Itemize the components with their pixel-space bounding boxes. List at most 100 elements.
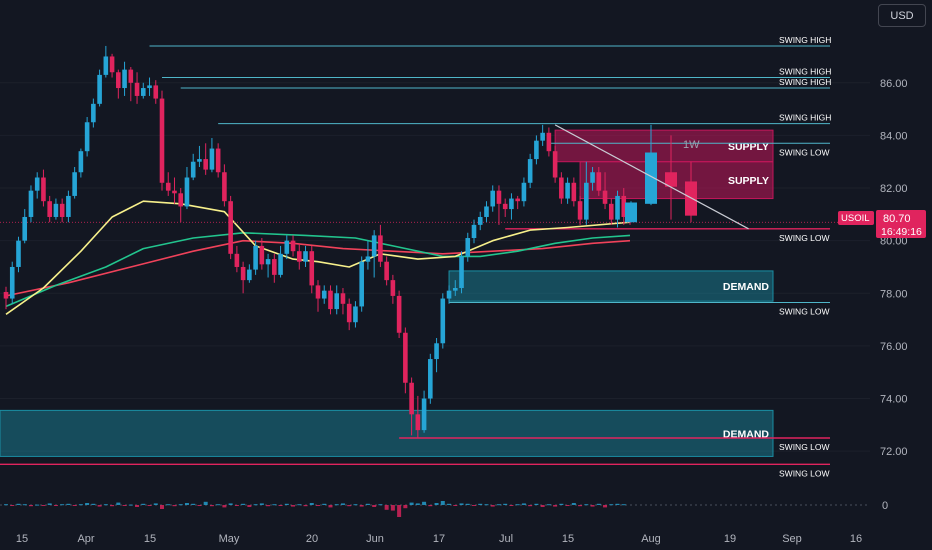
volume-bar (584, 504, 589, 506)
volume-bar (222, 505, 227, 508)
candle (97, 69, 102, 107)
volume-bar (122, 505, 127, 506)
price-axis[interactable]: 72.00 74.00 76.00 78.00 80.00 82.00 84.00 86.00 (880, 78, 908, 458)
candle (565, 177, 570, 204)
trendline[interactable] (554, 124, 749, 230)
symbol-label: USOIL (841, 213, 870, 224)
trendline-layer[interactable] (554, 124, 749, 230)
candle (103, 45, 109, 78)
volume-bar (47, 503, 52, 505)
swing-high-label: SWING HIGH (779, 113, 831, 123)
supply-zone[interactable] (554, 129, 774, 163)
volume-bar (128, 504, 133, 506)
volume-bar (60, 504, 65, 506)
candle (346, 298, 352, 331)
candle (34, 172, 40, 199)
symbol-badge (838, 211, 874, 225)
candle (378, 224, 383, 267)
volume-bar (365, 503, 370, 505)
candle (596, 166, 602, 196)
candle (471, 219, 477, 244)
candle (41, 169, 46, 207)
volume-bar (197, 505, 202, 506)
swing-low-label: SWING LOW (779, 306, 830, 316)
volume-bar (359, 505, 364, 507)
volume-bar (340, 503, 345, 505)
volume-bar (390, 505, 395, 511)
price-badge-box (876, 210, 926, 238)
volume-bar (66, 503, 71, 505)
time-tick-label: Jun (366, 533, 384, 545)
volume-bar (284, 503, 289, 505)
volume-layer: 0 (0, 500, 888, 517)
candle (477, 211, 483, 231)
mid-moving-average (5, 232, 631, 308)
volume-bar (384, 505, 389, 510)
candle (284, 235, 290, 260)
candle (259, 238, 265, 270)
volume-bar (322, 503, 327, 505)
volume-bar (422, 501, 427, 505)
candle (178, 188, 184, 223)
volume-bar (615, 503, 620, 505)
time-tick-label: Apr (77, 533, 94, 545)
candle (78, 148, 84, 178)
candle (84, 116, 90, 157)
volume-bar (434, 503, 439, 505)
candle (365, 240, 371, 270)
candle (602, 172, 608, 210)
swing-low-label: SWING LOW (779, 233, 830, 243)
volume-bar (534, 503, 539, 505)
time-tick-label: 15 (144, 533, 156, 545)
swing-low-label: SWING LOW (779, 147, 830, 157)
candle (452, 280, 458, 296)
candle (384, 256, 389, 286)
volume-bar (85, 503, 90, 505)
currency-button[interactable]: USD (878, 4, 926, 27)
volume-bar (234, 505, 239, 506)
volume-bar (559, 503, 564, 505)
candle (315, 280, 321, 312)
candle (546, 127, 552, 157)
time-axis[interactable]: 15 Apr 15 May 20 Jun 17 Jul 15 Aug 19 Sep 16 (16, 533, 862, 545)
volume-bar (153, 503, 158, 505)
demand-zone[interactable] (0, 409, 774, 457)
candle (490, 185, 496, 212)
candle (340, 288, 346, 315)
volume-bar (247, 505, 252, 507)
candle (415, 395, 421, 439)
candle (465, 232, 471, 262)
volume-bar (353, 504, 358, 506)
candle (66, 190, 71, 223)
volume-bar (603, 505, 608, 508)
volume-bar (41, 505, 46, 506)
volume-bar (22, 504, 27, 506)
volume-bar (297, 504, 302, 506)
candle (484, 201, 489, 223)
swing-high-label: SWING HIGH (779, 67, 831, 77)
projected-candle (625, 201, 637, 223)
candle (328, 285, 333, 315)
volume-bar (72, 505, 77, 506)
candle (59, 198, 65, 223)
candle (509, 193, 514, 220)
volume-bar (546, 504, 551, 506)
swing-high-label: SWING HIGH (779, 77, 831, 87)
candle (521, 177, 527, 207)
candle (153, 80, 159, 104)
volume-bar (110, 505, 115, 507)
volume-bar (278, 505, 283, 506)
volume-bar (590, 505, 595, 507)
volume-bar (209, 505, 214, 507)
candle (608, 198, 614, 225)
volume-bar (10, 505, 15, 506)
candle (534, 135, 539, 165)
volume-bar (347, 505, 352, 507)
volume-bar (291, 505, 296, 507)
volume-bar (571, 503, 576, 505)
candle (390, 274, 396, 304)
candle (321, 285, 327, 304)
